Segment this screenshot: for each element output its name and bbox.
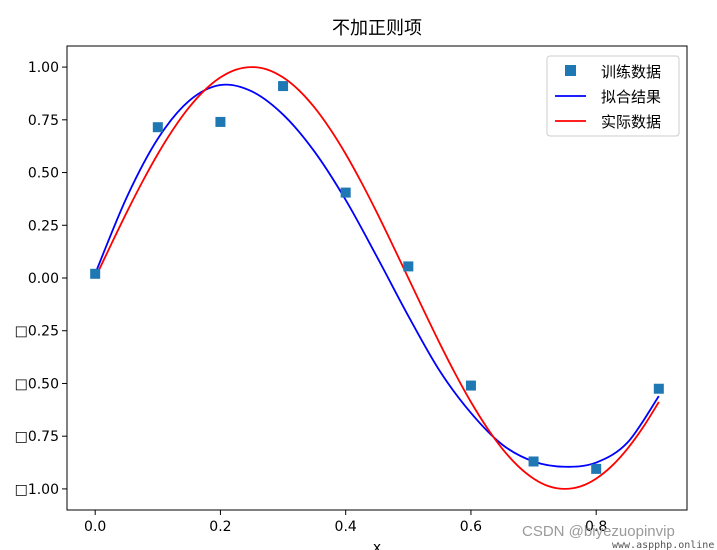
- watermark-url: www.aspphp.online: [612, 540, 714, 550]
- legend-marker: [565, 65, 576, 76]
- data-point-marker: [653, 383, 664, 394]
- y-tick-label: □0.75: [15, 429, 59, 445]
- legend-label: 拟合结果: [601, 88, 661, 106]
- x-tick-label: 0.0: [84, 519, 106, 535]
- data-point-marker: [403, 261, 414, 272]
- y-tick-label: □0.25: [15, 324, 59, 340]
- series-line-2: [94, 66, 660, 490]
- legend-label: 训练数据: [601, 63, 661, 81]
- x-tick-label: 0.2: [209, 519, 231, 535]
- series-layer: [90, 66, 664, 490]
- y-axis-ticks: 1.00 0.75 0.50 0.25 0.00 □0.25 □0.50 □0.75 □1.00: [15, 60, 67, 498]
- data-point-marker: [152, 122, 163, 133]
- y-tick-label: □0.50: [15, 376, 59, 392]
- data-point-marker: [528, 456, 539, 467]
- data-point-marker: [340, 187, 351, 198]
- x-tick-label: 0.4: [335, 519, 357, 535]
- legend-box: [546, 55, 680, 137]
- watermark-text: CSDN @biyezuopinvip: [522, 523, 675, 540]
- data-point-marker: [278, 81, 289, 92]
- x-tick-label: 0.8: [585, 519, 607, 535]
- y-tick-label: 0.00: [28, 271, 59, 287]
- watermark: CSDN @biyezuopinvip www.aspphp.online: [522, 523, 714, 550]
- y-tick-label: 0.50: [28, 166, 59, 182]
- data-point-marker: [90, 268, 101, 279]
- data-point-marker: [465, 380, 476, 391]
- y-tick-label: 0.75: [28, 113, 59, 129]
- x-axis-ticks: 0.0 0.2 0.4 0.6 0.8: [84, 510, 607, 535]
- data-point-marker: [215, 116, 226, 127]
- chart-title: 不加正则项: [332, 18, 422, 39]
- y-tick-label: □1.00: [15, 482, 59, 498]
- x-axis-label: x: [373, 540, 381, 550]
- y-tick-label: 0.25: [28, 218, 59, 234]
- series-line-1: [94, 83, 660, 468]
- data-point-marker: [591, 463, 602, 474]
- y-tick-label: 1.00: [28, 60, 59, 76]
- legend-label: 实际数据: [601, 113, 661, 131]
- x-tick-label: 0.6: [460, 519, 482, 535]
